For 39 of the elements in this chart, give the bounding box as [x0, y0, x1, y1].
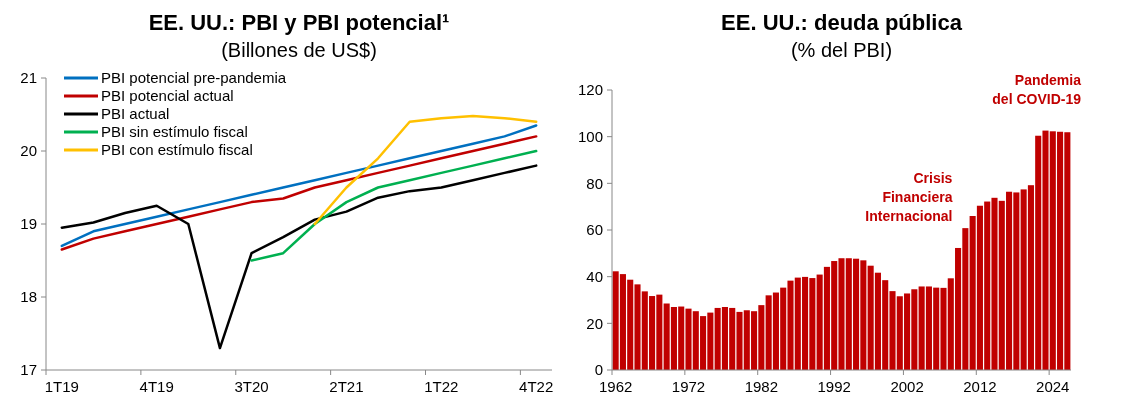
chart-title: EE. UU.: PBI y PBI potencial¹: [148, 10, 450, 35]
chart-subtitle: (% del PBI): [790, 39, 893, 61]
y-tick-label: 18: [20, 288, 37, 306]
y-tick-label: 60: [586, 221, 603, 239]
annotation: Crisis Financiera Internacional: [865, 170, 953, 225]
x-tick-label: 2002: [890, 378, 924, 395]
x-tick-label: 2T21: [329, 378, 364, 395]
x-tick-label: 2012: [963, 378, 997, 395]
chart-subtitle: (Billones de US$): [221, 39, 377, 61]
y-tick-label: 80: [586, 174, 603, 192]
x-tick-label: 4T19: [139, 378, 174, 395]
x-tick-label: 1992: [817, 378, 851, 395]
y-tick-label: 19: [20, 215, 37, 233]
y-tick-label: 20: [586, 314, 603, 332]
legend-label: PBI con estímulo fiscal: [101, 141, 253, 159]
annotation: Pandemia del COVID-19: [992, 72, 1082, 108]
line-series: [60, 164, 538, 350]
legend-label: PBI potencial actual: [101, 87, 234, 105]
legend-label: PBI potencial pre-pandemia: [101, 69, 287, 87]
x-tick-label: 3T20: [234, 378, 269, 395]
legend-label: PBI sin estímulo fiscal: [101, 123, 248, 141]
x-tick-label: 1T19: [44, 378, 79, 395]
y-tick-label: 100: [577, 127, 603, 145]
x-tick-label: 1972: [671, 378, 706, 395]
x-tick-label: 1T22: [424, 378, 459, 395]
y-tick-label: 21: [20, 69, 37, 87]
line-series: [313, 114, 538, 226]
y-tick-label: 120: [577, 81, 603, 99]
y-tick-label: 40: [586, 267, 603, 285]
legend-label: PBI actual: [101, 105, 170, 123]
x-tick-label: 4T22: [519, 378, 554, 395]
x-tick-label: 1982: [744, 378, 779, 395]
y-tick-label: 20: [20, 142, 37, 160]
x-tick-label: 2024: [1036, 378, 1070, 395]
line-series: [250, 149, 538, 262]
y-tick-label: 17: [20, 361, 37, 379]
x-tick-label: 1962: [598, 378, 633, 395]
chart-title: EE. UU.: deuda pública: [721, 10, 963, 35]
y-tick-label: 0: [594, 361, 603, 379]
